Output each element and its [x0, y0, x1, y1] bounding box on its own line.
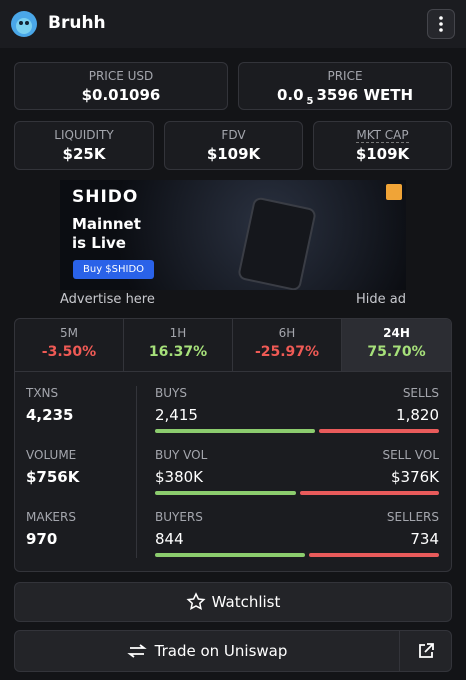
divider [136, 386, 137, 558]
stat-label: MAKERS [26, 510, 76, 524]
ad-headline: Mainnet [72, 215, 141, 233]
label-text: MKT CAP [356, 128, 409, 143]
split-right-value: $376K [390, 468, 439, 486]
trade-label: Trade on Uniswap [154, 642, 288, 660]
ad-banner[interactable]: SHIDO Mainnet is Live Buy $SHIDO [60, 180, 406, 290]
split-right-label: SELLERS [386, 510, 439, 524]
timeframe-label: 5M [60, 326, 78, 340]
label: FDV [221, 128, 246, 142]
ad-mascot [386, 184, 402, 200]
split-right-value: 1,820 [396, 406, 439, 424]
split-right-label: SELL VOL [382, 448, 439, 462]
menu-button[interactable] [427, 9, 455, 39]
ad-button: Buy $SHIDO [73, 260, 155, 279]
timeframe-label: 6H [278, 326, 296, 340]
timeframe-tab[interactable]: 6H -25.97% [233, 319, 342, 371]
token-icon [11, 11, 37, 37]
external-icon [418, 643, 434, 658]
value: $109K [206, 145, 261, 163]
split-left-value: $380K [155, 468, 204, 486]
trade-button[interactable]: Trade on Uniswap [14, 630, 400, 672]
zero-count: 5 [306, 96, 314, 107]
timeframe-change: -3.50% [41, 344, 97, 360]
liquidity-card: LIQUIDITY $25K [14, 121, 154, 170]
split-left-label: BUYS [155, 386, 187, 400]
label: LIQUIDITY [54, 128, 114, 142]
ad-phone [236, 196, 318, 290]
timeframe-change: -25.97% [254, 344, 320, 360]
ad-brand: SHIDO [72, 187, 139, 207]
split-left-value: 2,415 [155, 406, 198, 424]
timeframe-tab[interactable]: 1H 16.37% [124, 319, 233, 371]
star-icon [186, 592, 206, 611]
timeframe-tab[interactable]: 5M -3.50% [15, 319, 124, 371]
buy-bar [155, 491, 296, 495]
external-link-button[interactable] [399, 630, 452, 672]
label: PRICE [327, 69, 363, 83]
menu-icon [439, 16, 443, 32]
value-suffix: 3596 WETH [316, 86, 414, 104]
sell-bar [299, 491, 439, 495]
sell-bar [318, 429, 439, 433]
sell-bar [308, 553, 439, 557]
label: PRICE USD [88, 69, 154, 83]
label: MKT CAP [314, 128, 451, 143]
advertise-link[interactable]: Advertise here [60, 292, 155, 307]
token-name: Bruhh [48, 13, 106, 33]
stat-value: 970 [26, 530, 58, 548]
price-weth-card: PRICE 0.0 5 3596 WETH [238, 62, 452, 110]
watchlist-button[interactable]: Watchlist [14, 582, 452, 622]
timeframe-label: 1H [169, 326, 187, 340]
ad-headline: is Live [72, 234, 126, 252]
fdv-card: FDV $109K [164, 121, 303, 170]
timeframe-change: 75.70% [367, 344, 426, 360]
header: Bruhh [0, 0, 466, 48]
value: $25K [62, 145, 106, 163]
timeframe-tabs: 5M -3.50% 1H 16.37% 6H -25.97% 24H 75.70% [14, 318, 452, 372]
split-left-label: BUY VOL [155, 448, 208, 462]
watchlist-label: Watchlist [211, 593, 281, 611]
value: $109K [355, 145, 410, 163]
split-left-value: 844 [155, 530, 184, 548]
timeframe-tab[interactable]: 24H 75.70% [342, 319, 451, 371]
value: $0.01096 [81, 86, 161, 104]
timeframe-label: 24H [383, 326, 410, 340]
split-left-label: BUYERS [155, 510, 203, 524]
stat-label: VOLUME [26, 448, 77, 462]
split-right-value: 734 [410, 530, 439, 548]
buy-bar [155, 553, 305, 557]
split-right-label: SELLS [402, 386, 439, 400]
stats-panel: TXNS 4,235 VOLUME $756K MAKERS 970 BUYS SELLS 2,… [14, 371, 452, 572]
value: 0.0 5 3596 WETH [239, 86, 451, 107]
hide-ad-link[interactable]: Hide ad [356, 292, 406, 307]
value-prefix: 0.0 [276, 86, 304, 104]
swap-icon [126, 644, 147, 658]
stat-label: TXNS [26, 386, 59, 400]
buy-bar [155, 429, 315, 433]
mkt-cap-card: MKT CAP $109K [313, 121, 452, 170]
stat-value: $756K [26, 468, 80, 486]
stat-value: 4,235 [26, 406, 74, 424]
timeframe-change: 16.37% [148, 344, 208, 360]
price-usd-card: PRICE USD $0.01096 [14, 62, 228, 110]
